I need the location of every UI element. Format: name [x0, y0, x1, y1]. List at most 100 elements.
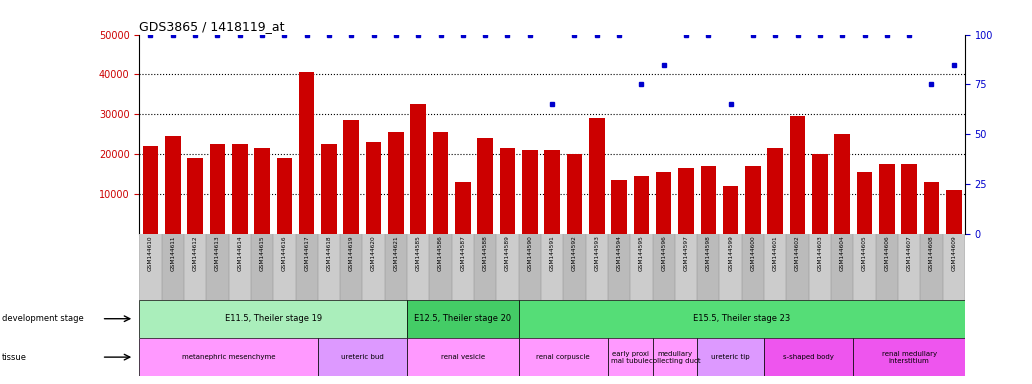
Text: GSM144588: GSM144588 [483, 235, 488, 271]
Bar [407, 300, 519, 338]
Text: GSM144587: GSM144587 [460, 235, 465, 271]
Bar [318, 338, 407, 376]
Text: GSM144596: GSM144596 [662, 235, 667, 271]
Bar [567, 154, 582, 234]
Text: GSM144610: GSM144610 [148, 235, 153, 271]
Bar [809, 234, 831, 300]
Bar [251, 234, 273, 300]
Bar [831, 234, 853, 300]
Bar [344, 121, 359, 234]
Bar [365, 142, 382, 234]
Bar [764, 234, 786, 300]
Text: GSM144608: GSM144608 [929, 235, 934, 271]
Text: GSM144598: GSM144598 [706, 235, 711, 271]
Bar [946, 190, 962, 234]
Bar [719, 234, 742, 300]
Bar [768, 148, 783, 234]
Text: E12.5, Theiler stage 20: E12.5, Theiler stage 20 [414, 314, 512, 323]
Text: GSM144618: GSM144618 [326, 235, 331, 271]
Bar [853, 234, 876, 300]
Bar [608, 338, 652, 376]
Text: GSM144621: GSM144621 [393, 235, 398, 271]
Text: GSM144603: GSM144603 [817, 235, 823, 271]
Bar [519, 234, 541, 300]
Bar [162, 234, 184, 300]
Bar [474, 234, 496, 300]
Bar [585, 234, 608, 300]
Text: GSM144604: GSM144604 [840, 235, 845, 271]
Bar [656, 172, 672, 234]
Bar [652, 234, 675, 300]
Bar [522, 151, 538, 234]
Bar [857, 172, 872, 234]
Bar [563, 234, 585, 300]
Text: ureteric bud: ureteric bud [342, 354, 384, 360]
Text: GSM144589: GSM144589 [505, 235, 510, 271]
Text: metanephric mesenchyme: metanephric mesenchyme [182, 354, 276, 360]
Bar [362, 234, 385, 300]
Bar [496, 234, 519, 300]
Bar [698, 338, 764, 376]
Text: GSM144613: GSM144613 [215, 235, 220, 271]
Bar [901, 164, 917, 234]
Text: GSM144593: GSM144593 [594, 235, 600, 271]
Bar [608, 234, 631, 300]
Text: development stage: development stage [2, 314, 84, 323]
Bar [519, 300, 965, 338]
Bar [277, 158, 292, 234]
Text: GSM144611: GSM144611 [170, 235, 175, 271]
Text: GSM144594: GSM144594 [616, 235, 621, 271]
Bar [611, 180, 626, 234]
Bar [228, 234, 251, 300]
Bar [764, 338, 853, 376]
Bar [273, 234, 295, 300]
Bar [812, 154, 828, 234]
Text: GSM144600: GSM144600 [750, 235, 755, 271]
Bar [388, 132, 404, 234]
Text: GSM144620: GSM144620 [372, 235, 376, 271]
Text: GSM144616: GSM144616 [282, 235, 287, 271]
Text: s-shaped body: s-shaped body [783, 354, 834, 360]
Text: GSM144619: GSM144619 [349, 235, 354, 271]
Bar [722, 186, 739, 234]
Text: renal corpuscle: renal corpuscle [537, 354, 590, 360]
Bar [165, 136, 181, 234]
Bar [898, 234, 921, 300]
Text: GSM144615: GSM144615 [259, 235, 264, 271]
Bar [452, 234, 474, 300]
Bar [786, 234, 809, 300]
Bar [478, 138, 493, 234]
Text: GSM144585: GSM144585 [416, 235, 421, 271]
Text: ureteric tip: ureteric tip [711, 354, 750, 360]
Text: GSM144614: GSM144614 [237, 235, 243, 271]
Bar [921, 234, 942, 300]
Bar [675, 234, 698, 300]
Text: GSM144612: GSM144612 [193, 235, 197, 271]
Bar [318, 234, 341, 300]
Bar [678, 168, 694, 234]
Text: GSM144592: GSM144592 [572, 235, 577, 271]
Bar [924, 182, 939, 234]
Text: GSM144602: GSM144602 [795, 235, 800, 271]
Text: GSM144599: GSM144599 [729, 235, 733, 271]
Text: GSM144617: GSM144617 [304, 235, 310, 271]
Text: GSM144595: GSM144595 [639, 235, 644, 271]
Text: renal medullary
interstitium: renal medullary interstitium [881, 351, 937, 364]
Bar [139, 338, 318, 376]
Text: GSM144590: GSM144590 [527, 235, 533, 271]
Bar [541, 234, 563, 300]
Text: GSM144591: GSM144591 [550, 235, 554, 271]
Bar [142, 146, 158, 234]
Text: tissue: tissue [2, 353, 27, 362]
Bar [789, 116, 805, 234]
Bar [407, 338, 519, 376]
Text: E11.5, Theiler stage 19: E11.5, Theiler stage 19 [225, 314, 322, 323]
Text: GSM144609: GSM144609 [952, 235, 957, 271]
Bar [299, 73, 315, 234]
Text: GSM144607: GSM144607 [907, 235, 911, 271]
Bar [407, 234, 429, 300]
Text: GSM144606: GSM144606 [884, 235, 890, 271]
Bar [544, 151, 560, 234]
Text: E15.5, Theiler stage 23: E15.5, Theiler stage 23 [694, 314, 791, 323]
Bar [411, 104, 426, 234]
